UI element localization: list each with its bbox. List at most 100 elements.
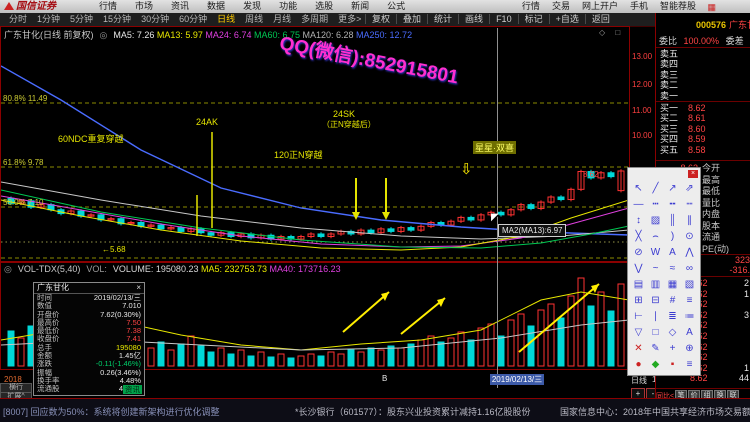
menu-item[interactable]: 网上开户 — [581, 1, 618, 11]
draw-tool-icon[interactable]: ✎ — [651, 343, 660, 354]
period-tab[interactable]: 分时 — [9, 14, 28, 24]
data-view-value: 2019/02/13/三 — [93, 293, 141, 302]
grid-menu-icon[interactable]: ▦ — [707, 2, 716, 12]
draw-tool-icon[interactable]: ) — [670, 231, 675, 242]
draw-tool-icon[interactable]: ≣ — [668, 311, 677, 322]
indicator-dot-icon[interactable]: ◎ — [4, 264, 12, 274]
draw-tool-icon[interactable]: A — [669, 247, 676, 258]
period-tab[interactable]: 1分钟 — [37, 14, 61, 24]
draw-tool-icon[interactable]: ┅ — [652, 199, 659, 210]
draw-tool-icon[interactable]: ▥ — [650, 279, 661, 290]
draw-tool-icon[interactable]: W — [650, 247, 661, 258]
draw-tool-icon[interactable]: ● — [635, 359, 642, 370]
draw-tool-icon[interactable]: ≡ — [686, 295, 693, 306]
draw-tool-icon[interactable]: ║ — [668, 215, 677, 226]
news-ticker-item[interactable]: 国家信息中心：2018年中国共享经济市场交易额超3万亿元 同比增长 — [560, 407, 750, 417]
draw-tool-icon[interactable]: — — [633, 199, 644, 210]
menu-item[interactable]: 公式 — [387, 1, 406, 11]
menu-item[interactable]: 数据 — [207, 1, 226, 11]
menu-item[interactable]: 手机 — [629, 1, 648, 11]
menu-item[interactable]: 交易 — [551, 1, 570, 11]
draw-tool-icon[interactable]: ▽ — [634, 327, 643, 338]
draw-tool-icon[interactable]: ∞ — [685, 263, 694, 274]
menu-item[interactable]: 智能荐股 — [659, 1, 696, 11]
data-view-row: 总手 195080 — [34, 343, 144, 352]
chart-action-button[interactable]: 返回 — [584, 14, 616, 24]
draw-tool-icon[interactable]: ~ — [652, 263, 659, 274]
draw-tool-icon[interactable]: ▤ — [633, 279, 644, 290]
draw-tool-icon[interactable]: ≔ — [684, 311, 695, 322]
draw-tool-icon[interactable]: ⋀ — [685, 247, 694, 258]
quote-tab[interactable]: 笔 — [675, 390, 688, 398]
draw-tool-icon[interactable]: ◇ — [668, 327, 677, 338]
indicator-dot-icon[interactable]: ◎ — [99, 30, 108, 40]
draw-tool-icon[interactable]: ⊘ — [634, 247, 643, 258]
draw-tools-palette: × ↖ ╱ ↗ ⇗ — ┅ ╍ ┉ ↕ ▨ ║ ∥ ╳ ⌢) ⊙ ⊘ W A ⋀ ⋁ ~ ≈ ∞ ▤ ▥ ▦ ▧ ⊞ ⊟ # ≡ ⊢ ∣ ≣ ≔ ▽ □… — [627, 167, 701, 376]
draw-tool-icon[interactable]: ⊞ — [634, 295, 643, 306]
draw-tool-icon[interactable]: ≡ — [686, 359, 693, 370]
data-view-titlebar[interactable]: 广东甘化 × — [34, 283, 144, 294]
period-tab[interactable]: 30分钟 — [141, 14, 170, 24]
draw-tool-icon[interactable]: ╍ — [669, 199, 676, 210]
chart-action-button[interactable]: 标记 — [517, 14, 549, 24]
draw-tool-icon[interactable]: ⇗ — [685, 183, 694, 194]
draw-tool-icon[interactable]: ⊢ — [634, 311, 643, 322]
draw-tool-icon[interactable]: □ — [652, 327, 659, 338]
period-tab[interactable]: 周线 — [245, 14, 264, 24]
draw-tool-icon[interactable]: # — [669, 295, 676, 306]
menu-item[interactable]: 新闻 — [351, 1, 370, 11]
chart-action-button[interactable]: +自选 — [548, 14, 585, 24]
menu-item[interactable]: 选股 — [315, 1, 334, 11]
draw-tool-icon[interactable]: ≈ — [669, 263, 676, 274]
draw-tool-icon[interactable]: ⊕ — [685, 343, 694, 354]
draw-tool-icon[interactable]: ✕ — [634, 343, 643, 354]
menu-item[interactable]: 行情 — [521, 1, 540, 11]
period-tab[interactable]: 更多> — [338, 14, 362, 24]
period-tab[interactable]: 多周期 — [301, 14, 329, 24]
quote-tab[interactable]: 组 — [701, 390, 714, 398]
draw-tool-icon[interactable]: ∥ — [687, 215, 692, 226]
menu-item[interactable]: 市场 — [135, 1, 154, 11]
draw-tool-icon[interactable]: ╳ — [635, 231, 642, 242]
news-ticker-item[interactable]: *长沙银行（601577）：股东兴业投资累计减持1.16亿股股份 — [295, 407, 531, 417]
draw-tool-icon[interactable]: ┉ — [686, 199, 693, 210]
draw-tool-icon[interactable]: ⊙ — [685, 231, 694, 242]
period-tab[interactable]: 月线 — [273, 14, 292, 24]
draw-tool-icon[interactable]: A — [686, 327, 693, 338]
period-tab[interactable]: 15分钟 — [103, 14, 132, 24]
close-icon[interactable]: × — [136, 283, 141, 292]
period-tab[interactable]: 5分钟 — [70, 14, 94, 24]
chart-action-button[interactable]: F10 — [489, 14, 518, 24]
menu-item[interactable]: 发现 — [243, 1, 262, 11]
stat-label: 量比 — [702, 197, 721, 208]
chart-action-button[interactable]: 画线 — [458, 14, 490, 24]
chart-action-button[interactable]: 叠加 — [396, 14, 428, 24]
close-icon[interactable]: × — [688, 170, 698, 178]
menu-item[interactable]: 功能 — [279, 1, 298, 11]
menu-item[interactable]: 行情 — [99, 1, 118, 11]
chart-action-button[interactable]: 复权 — [365, 14, 397, 24]
draw-tool-icon[interactable]: ▨ — [650, 215, 661, 226]
draw-tool-icon[interactable]: ↕ — [636, 215, 641, 226]
draw-tool-icon[interactable]: ╱ — [652, 183, 659, 194]
draw-tool-icon[interactable]: ⋁ — [634, 263, 643, 274]
quote-tab[interactable]: 换 — [714, 390, 727, 398]
period-tab[interactable]: 日线 — [217, 14, 236, 24]
period-tab[interactable]: 60分钟 — [179, 14, 208, 24]
draw-tool-icon[interactable]: ▪ — [670, 359, 675, 370]
draw-tool-icon[interactable]: ▧ — [684, 279, 695, 290]
draw-tool-icon[interactable]: ↗ — [668, 183, 677, 194]
draw-tool-icon[interactable]: ↖ — [634, 183, 643, 194]
quote-tab[interactable]: 价 — [688, 390, 701, 398]
draw-tool-icon[interactable]: ⊟ — [651, 295, 660, 306]
menu-item[interactable]: 资讯 — [171, 1, 190, 11]
draw-tool-icon[interactable]: ▦ — [667, 279, 678, 290]
draw-tool-icon[interactable]: ◆ — [651, 359, 660, 370]
quote-tab[interactable]: 联 — [727, 390, 740, 398]
info-news-button[interactable]: 资讯 — [123, 385, 142, 394]
draw-tool-icon[interactable]: ⌢ — [652, 231, 659, 242]
chart-action-button[interactable]: 统计 — [427, 14, 459, 24]
pane-window-icons[interactable]: ◇ □ — [599, 28, 625, 37]
draw-tool-icon[interactable]: ∣ — [653, 311, 658, 322]
draw-tool-icon[interactable]: + — [669, 343, 676, 354]
